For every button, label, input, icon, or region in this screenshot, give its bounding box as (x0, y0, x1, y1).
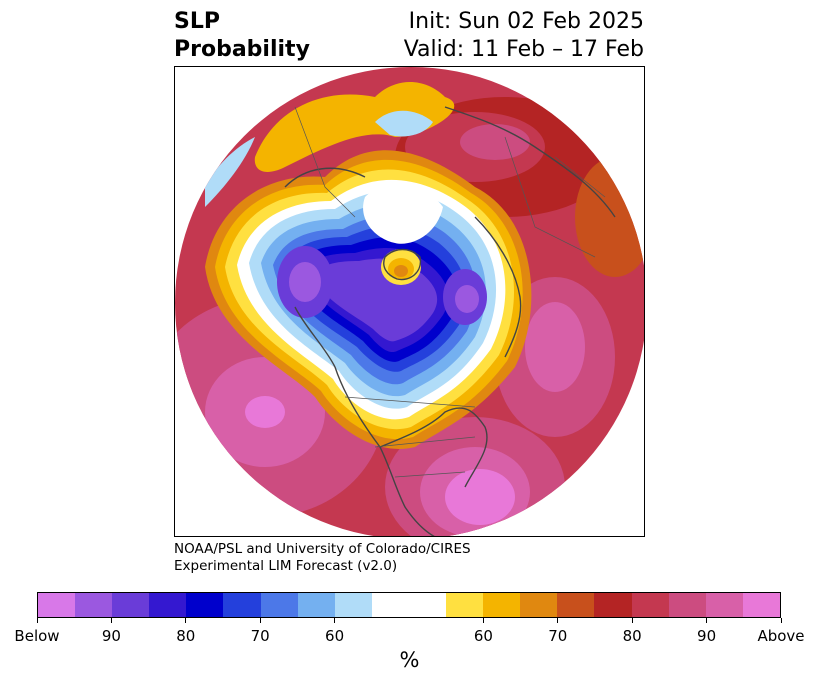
init-date: Init: Sun 02 Feb 2025 (408, 9, 644, 34)
colorbar (37, 592, 781, 618)
credit-text: NOAA/PSL and University of Colorado/CIRE… (174, 541, 471, 575)
colorbar-swatch (483, 593, 521, 617)
colorbar-swatch (75, 593, 113, 617)
colorbar-tick-label: 60 (473, 627, 493, 645)
colorbar-tick (185, 618, 187, 623)
colorbar-swatch (446, 593, 484, 617)
colorbar-swatch (742, 593, 780, 617)
forecast-dates: Init: Sun 02 Feb 2025 Valid: 11 Feb – 17… (404, 8, 644, 64)
colorbar-swatch (631, 593, 669, 617)
colorbar-swatch (594, 593, 632, 617)
coastlines (284, 106, 616, 536)
map-title: SLP Probability (174, 8, 310, 64)
colorbar-tick-label: Above (757, 627, 805, 645)
credit-line-1: NOAA/PSL and University of Colorado/CIRE… (174, 541, 471, 557)
colorbar-tick (780, 618, 782, 623)
colorbar-tick (110, 618, 112, 623)
probability-map (174, 66, 645, 537)
colorbar-tick (706, 618, 708, 623)
colorbar-tick (36, 618, 38, 623)
colorbar-swatch (38, 593, 76, 617)
colorbar-swatch (223, 593, 261, 617)
colorbar-tick-label: 90 (697, 627, 717, 645)
colorbar-swatch (112, 593, 150, 617)
colorbar-tick-label: 70 (250, 627, 270, 645)
colorbar-unit: % (399, 648, 420, 672)
colorbar-tick (631, 618, 633, 623)
colorbar-swatch (705, 593, 743, 617)
colorbar-tick (334, 618, 336, 623)
colorbar-tick-label: 60 (325, 627, 345, 645)
colorbar-tick-label: 90 (101, 627, 121, 645)
colorbar-tick (482, 618, 484, 623)
borders (294, 106, 606, 478)
colorbar-swatch (186, 593, 224, 617)
colorbar-tick-label: Below (14, 627, 60, 645)
colorbar-swatch (557, 593, 595, 617)
colorbar-swatch (408, 593, 447, 617)
colorbar-swatch (149, 593, 187, 617)
colorbar-swatch (668, 593, 706, 617)
colorbar-swatch (334, 593, 372, 617)
valid-range: Valid: 11 Feb – 17 Feb (403, 37, 644, 62)
colorbar-ticks: Below 90 80 70 60 60 70 80 90 Above (0, 618, 819, 658)
colorbar-swatch (297, 593, 335, 617)
colorbar-tick-label: 80 (622, 627, 642, 645)
probability-field (175, 67, 644, 536)
title-line-1: SLP (174, 9, 220, 34)
colorbar-tick (259, 618, 261, 623)
colorbar-swatch (371, 593, 409, 617)
colorbar-tick-label: 70 (548, 627, 568, 645)
colorbar-swatch (260, 593, 298, 617)
colorbar-tick (557, 618, 559, 623)
title-line-2: Probability (174, 37, 310, 62)
colorbar-tick-label: 80 (176, 627, 196, 645)
colorbar-swatch (520, 593, 558, 617)
credit-line-2: Experimental LIM Forecast (v2.0) (174, 558, 398, 574)
polar-map-svg (175, 67, 644, 536)
